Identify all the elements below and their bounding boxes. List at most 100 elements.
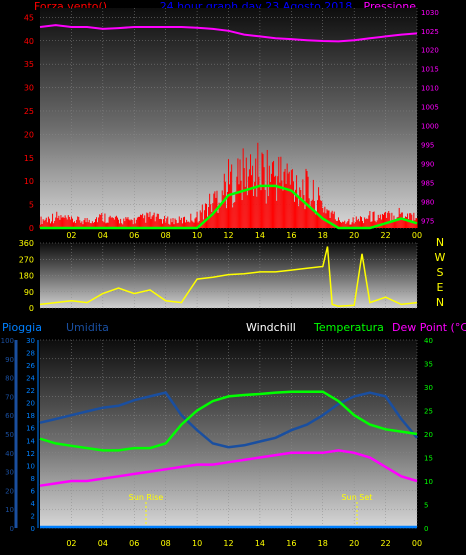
sunrise-label: Sun Rise bbox=[129, 493, 164, 502]
rain-tick-label: 6 bbox=[31, 487, 36, 495]
humidity-tick-label: 10 bbox=[5, 506, 14, 514]
wind-tick-label: 0 bbox=[29, 224, 34, 233]
pressure-line bbox=[39, 24, 418, 43]
wind-tick-label: 35 bbox=[24, 60, 34, 69]
pressure-tick-label: 1025 bbox=[421, 28, 439, 36]
pressure-tick-label: 980 bbox=[421, 198, 434, 206]
x-tick-label: 06 bbox=[129, 539, 139, 548]
humidity-tick-label: 30 bbox=[5, 469, 14, 477]
direction-tick-label: 270 bbox=[19, 255, 34, 264]
rain-tick-label: 24 bbox=[26, 375, 35, 383]
x-tick-label: 00 bbox=[412, 539, 422, 548]
compass-label: S bbox=[437, 266, 444, 279]
compass-label: N bbox=[436, 296, 444, 309]
humidity-tick-label: 90 bbox=[5, 356, 14, 364]
compass-label: N bbox=[436, 236, 444, 249]
x-tick-label: 14 bbox=[255, 539, 265, 548]
pressure-tick-label: 1005 bbox=[421, 104, 439, 112]
x-tick-label: 10 bbox=[192, 539, 202, 548]
pressure-tick-label: 975 bbox=[421, 217, 434, 225]
x-tick-label: 18 bbox=[318, 231, 328, 240]
temperature-tick-label: 40 bbox=[424, 337, 433, 345]
compass-label: E bbox=[437, 281, 444, 294]
legend-dewpoint: Dew Point (°C) bbox=[392, 321, 466, 334]
x-tick-label: 22 bbox=[380, 539, 390, 548]
pressure-tick-label: 995 bbox=[421, 142, 434, 150]
x-tick-label: 22 bbox=[380, 231, 390, 240]
x-tick-label: 20 bbox=[349, 539, 359, 548]
wind-tick-label: 20 bbox=[24, 130, 34, 139]
humidity-line bbox=[39, 391, 418, 449]
rain-tick-label: 8 bbox=[31, 475, 35, 483]
temperature-tick-label: 10 bbox=[424, 478, 433, 486]
humidity-tick-label: 0 bbox=[10, 525, 14, 533]
rain-tick-label: 18 bbox=[26, 412, 35, 420]
x-tick-label: 02 bbox=[66, 539, 76, 548]
direction-tick-label: 360 bbox=[19, 239, 34, 248]
temperature-tick-label: 5 bbox=[424, 502, 428, 510]
legend-pioggia: Pioggia bbox=[2, 321, 42, 334]
wind-tick-label: 45 bbox=[24, 13, 34, 22]
rain-tick-label: 28 bbox=[26, 350, 35, 358]
x-tick-label: 16 bbox=[286, 539, 296, 548]
x-tick-label: 12 bbox=[223, 539, 233, 548]
rain-tick-label: 26 bbox=[26, 362, 35, 370]
x-tick-label: 04 bbox=[98, 231, 108, 240]
x-tick-label: 10 bbox=[192, 231, 202, 240]
humidity-tick-label: 40 bbox=[5, 450, 14, 458]
rain-tick-label: 16 bbox=[26, 425, 35, 433]
temperature-tick-label: 30 bbox=[424, 384, 433, 392]
wind-tick-label: 40 bbox=[24, 37, 34, 46]
legend-temperatura: Temperatura bbox=[313, 321, 384, 334]
wind-average-line bbox=[40, 184, 418, 230]
humidity-tick-label: 60 bbox=[5, 412, 14, 420]
rain-tick-label: 14 bbox=[26, 437, 35, 445]
rain-tick-label: 22 bbox=[26, 387, 35, 395]
temperature-tick-label: 20 bbox=[424, 431, 433, 439]
temperature-tick-label: 35 bbox=[424, 361, 433, 369]
rain-tick-label: 30 bbox=[26, 337, 35, 345]
temperature-tick-label: 15 bbox=[424, 455, 433, 463]
direction-tick-label: 180 bbox=[19, 272, 34, 281]
pressure-tick-label: 1000 bbox=[421, 123, 439, 131]
rain-tick-label: 10 bbox=[26, 462, 35, 470]
wind-tick-label: 30 bbox=[24, 84, 34, 93]
wind-direction-line bbox=[39, 246, 418, 307]
x-tick-label: 20 bbox=[349, 231, 359, 240]
x-tick-label: 12 bbox=[223, 231, 233, 240]
humidity-tick-label: 100 bbox=[1, 337, 14, 345]
rain-tick-label: 2 bbox=[31, 512, 35, 520]
x-tick-label: 00 bbox=[412, 231, 422, 240]
rain-tick-label: 4 bbox=[31, 500, 36, 508]
humidity-tick-label: 50 bbox=[5, 431, 14, 439]
legend-windchill: Windchill bbox=[246, 321, 296, 334]
x-tick-label: 06 bbox=[129, 231, 139, 240]
temperature-line bbox=[39, 390, 418, 452]
pressure-tick-label: 1010 bbox=[421, 85, 439, 93]
sunset-label: Sun Set bbox=[342, 493, 373, 502]
wind-tick-label: 5 bbox=[29, 201, 34, 210]
wind-tick-label: 25 bbox=[24, 107, 34, 116]
x-tick-label: 16 bbox=[286, 231, 296, 240]
wind-tick-label: 15 bbox=[24, 154, 34, 163]
rain-tick-label: 0 bbox=[31, 525, 35, 533]
humidity-tick-label: 20 bbox=[5, 487, 14, 495]
direction-tick-label: 90 bbox=[24, 288, 34, 297]
pressure-tick-label: 1015 bbox=[421, 66, 439, 74]
x-tick-label: 08 bbox=[161, 539, 171, 548]
pressure-tick-label: 1020 bbox=[421, 47, 439, 55]
rain-tick-label: 20 bbox=[26, 400, 35, 408]
humidity-tick-label: 70 bbox=[5, 393, 14, 401]
humidity-tick-label: 80 bbox=[5, 375, 14, 383]
legend-umidita: Umidita bbox=[66, 321, 109, 334]
temperature-tick-label: 0 bbox=[424, 525, 428, 533]
x-tick-label: 18 bbox=[318, 539, 328, 548]
temperature-tick-label: 25 bbox=[424, 408, 433, 416]
direction-tick-label: 0 bbox=[29, 304, 34, 313]
x-tick-label: 08 bbox=[161, 231, 171, 240]
pressure-tick-label: 985 bbox=[421, 179, 434, 187]
wind-tick-label: 10 bbox=[24, 177, 34, 186]
x-tick-label: 02 bbox=[66, 231, 76, 240]
pressure-tick-label: 990 bbox=[421, 161, 434, 169]
